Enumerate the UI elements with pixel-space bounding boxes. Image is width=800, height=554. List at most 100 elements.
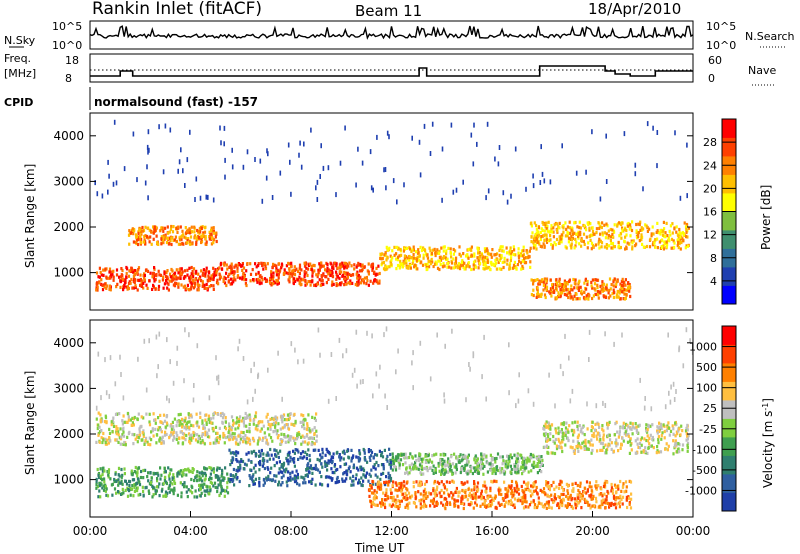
velocity-cell [442, 453, 445, 457]
power-cell [529, 222, 532, 226]
power-noise-cell [147, 195, 149, 201]
velocity-cell [277, 455, 280, 460]
velocity-cell [123, 472, 126, 476]
power-cell [304, 283, 307, 287]
velocity-cell [180, 422, 183, 426]
power-cell [245, 269, 248, 273]
velocity-cell [106, 470, 109, 474]
velocity-cell [441, 462, 445, 466]
power-noise-cell [254, 157, 256, 162]
power-cell [179, 276, 182, 280]
velocity-cell [382, 471, 385, 475]
power-cell [396, 263, 400, 268]
velocity-cell [562, 488, 565, 492]
velocity-cell [232, 421, 235, 425]
velocity-cell [145, 436, 148, 440]
velocity-cell [235, 450, 238, 454]
power-cell [345, 277, 348, 281]
power-cell [121, 268, 124, 273]
velocity-cell [531, 485, 534, 489]
power-cell [230, 262, 233, 266]
velocity-cell [138, 480, 141, 484]
power-cell [594, 292, 597, 296]
power-cell [193, 282, 196, 286]
power-cell [415, 259, 418, 263]
power-cell [508, 250, 511, 254]
velocity-cell [235, 442, 238, 446]
power-cell [198, 236, 201, 240]
velocity-cell [352, 463, 355, 467]
velocity-cell [545, 483, 548, 487]
velocity-cell [214, 438, 217, 442]
velocity-cell [555, 444, 558, 448]
velocity-cell [546, 451, 549, 455]
power-cell [127, 286, 130, 291]
velocity-cell [517, 470, 520, 474]
power-cell [639, 220, 642, 224]
power-cell [613, 290, 616, 294]
power-cell [591, 229, 595, 233]
velocity-cell [463, 468, 466, 472]
velocity-cell [423, 487, 427, 491]
power-cell [583, 290, 586, 294]
power-cell [595, 231, 598, 235]
power-cell [548, 230, 551, 234]
velocity-cell [262, 462, 265, 466]
power-cell [225, 283, 228, 288]
power-noise-cell [327, 165, 330, 171]
power-cell [225, 263, 228, 267]
power-cell [534, 243, 537, 247]
velocity-cell [482, 457, 485, 461]
velocity-cell [382, 463, 385, 467]
power-cell [618, 234, 621, 238]
velocity-cell [181, 425, 184, 429]
velocity-cell [529, 489, 532, 493]
velocity-cell [223, 476, 226, 480]
velocity-cell [524, 505, 527, 509]
velocity-cell [212, 429, 215, 433]
velocity-cell [559, 430, 562, 434]
velocity-cell [417, 467, 420, 471]
power-cell [629, 223, 632, 227]
velocity-cell [686, 437, 689, 441]
power-cell [568, 226, 571, 230]
velocity-cell [219, 491, 222, 495]
power-noise-cell [470, 132, 473, 138]
power-cell [597, 292, 600, 297]
velocity-cell [432, 471, 435, 475]
velocity-cell [640, 443, 643, 447]
velocity-cell [291, 457, 294, 461]
velocity-cell [200, 434, 203, 438]
velocity-cell [495, 468, 498, 472]
power-cell [367, 272, 370, 276]
velocity-cell [254, 427, 257, 431]
velocity-cell [540, 462, 543, 466]
velocity-cell [125, 482, 129, 486]
velocity-cell [111, 419, 114, 423]
power-cell [678, 239, 681, 243]
power-cell [167, 282, 170, 286]
velocity-cell [249, 442, 252, 446]
velocity-cell [245, 463, 248, 467]
power-cell [131, 286, 134, 290]
velocity-cell [501, 467, 504, 471]
velocity-cell [194, 438, 198, 442]
power-cell [432, 264, 435, 269]
power-cell [603, 295, 606, 299]
power-cell [280, 266, 283, 270]
velocity-cell [400, 499, 403, 503]
velocity-cell [649, 444, 652, 448]
power-cell [479, 261, 482, 265]
power-cell [438, 251, 441, 255]
power-cell [460, 260, 463, 264]
velocity-cell [431, 468, 434, 472]
power-cell [588, 293, 591, 298]
power-cell [366, 279, 369, 283]
power-cell [367, 270, 370, 274]
power-cell [685, 227, 688, 231]
velocity-cell [311, 471, 314, 475]
velocity-cell [427, 454, 430, 458]
velocity-cell [361, 483, 364, 488]
velocity-cell [168, 477, 171, 481]
power-noise-cell [299, 140, 301, 146]
